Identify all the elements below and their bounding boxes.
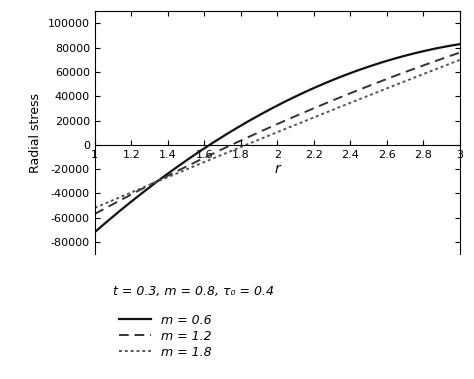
m = 1.2 <box>448 53 454 58</box>
m = 1.8 <box>309 116 315 121</box>
m = 1.2 <box>391 74 397 78</box>
m = 1.2 <box>457 50 463 55</box>
m = 0.6 <box>92 230 98 234</box>
m = 0.6 <box>391 56 397 61</box>
m = 0.6 <box>265 108 271 113</box>
m = 0.6 <box>309 86 315 91</box>
Line: m = 1.2: m = 1.2 <box>95 53 460 214</box>
Line: m = 1.8: m = 1.8 <box>95 60 460 208</box>
m = 1.8 <box>290 124 295 128</box>
m = 1.8 <box>448 61 454 66</box>
Text: t = 0.3, m = 0.8, τ₀ = 0.4: t = 0.3, m = 0.8, τ₀ = 0.4 <box>113 285 274 299</box>
m = 1.8 <box>457 58 463 62</box>
m = 0.6 <box>448 43 454 48</box>
m = 1.8 <box>267 133 273 137</box>
m = 1.8 <box>265 133 271 138</box>
m = 0.6 <box>290 96 295 100</box>
Legend: m = 0.6, m = 1.2, m = 1.8: m = 0.6, m = 1.2, m = 1.8 <box>119 313 211 359</box>
m = 1.8 <box>92 205 98 210</box>
m = 1.8 <box>391 83 397 88</box>
X-axis label: r: r <box>274 163 280 176</box>
m = 1.2 <box>267 125 273 129</box>
m = 1.2 <box>92 211 98 216</box>
m = 1.2 <box>265 126 271 130</box>
m = 1.2 <box>290 115 295 120</box>
m = 0.6 <box>457 42 463 46</box>
m = 1.2 <box>309 107 315 111</box>
Line: m = 0.6: m = 0.6 <box>95 44 460 232</box>
m = 0.6 <box>267 107 273 111</box>
Y-axis label: Radial stress: Radial stress <box>29 92 42 173</box>
